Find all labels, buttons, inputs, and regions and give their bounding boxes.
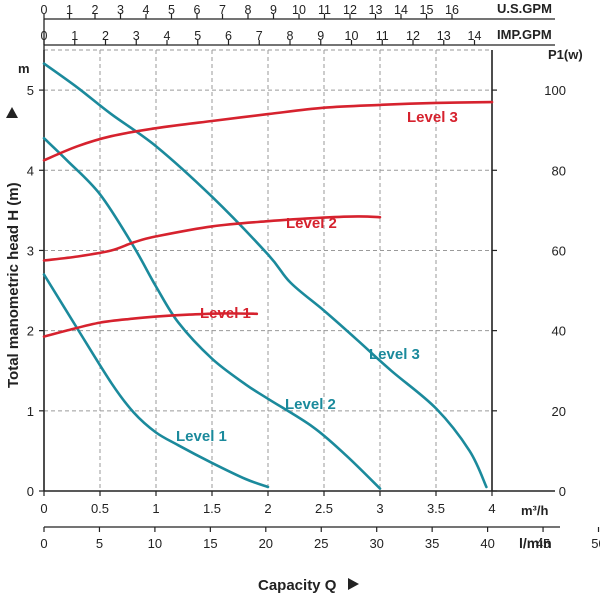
impgpm-label-7: 7 [256, 29, 263, 43]
power-axis-title: P1(w) [548, 47, 583, 62]
usgpm-label-6: 6 [194, 3, 201, 17]
m3h-label-3: 1.5 [203, 501, 221, 516]
m3h-label-1: 0.5 [91, 501, 109, 516]
impgpm-unit-label: IMP.GPM [497, 27, 552, 42]
lmin-label-3: 15 [203, 536, 217, 551]
power-label-4: 80 [552, 163, 566, 178]
head-label-level-1: Level 1 [176, 428, 227, 445]
usgpm-label-7: 7 [219, 3, 226, 17]
head-label-5: 5 [27, 83, 34, 98]
y-axis-title-arrow [6, 107, 18, 118]
usgpm-label-11: 11 [318, 3, 331, 17]
x-axis-title: Capacity Q [258, 577, 359, 594]
head-label-0: 0 [27, 484, 34, 499]
head-label-3: 3 [27, 243, 34, 258]
impgpm-label-5: 5 [194, 29, 201, 43]
power-label-0: 0 [559, 484, 566, 499]
lmin-label-2: 10 [148, 536, 162, 551]
head-label-2: 2 [27, 324, 34, 339]
power-curve-level-1 [42, 312, 259, 338]
usgpm-label-10: 10 [292, 3, 306, 17]
power-label-3: 60 [552, 243, 566, 258]
m3h-unit-label: m³/h [521, 503, 549, 518]
power-label-level-2: Level 2 [286, 215, 337, 232]
head-curve-level-1 [42, 273, 270, 489]
impgpm-label-11: 11 [376, 29, 389, 43]
m3h-label-4: 2 [264, 501, 271, 516]
impgpm-label-13: 13 [437, 29, 451, 43]
usgpm-label-3: 3 [117, 3, 124, 17]
impgpm-label-6: 6 [225, 29, 232, 43]
head-curve-level-2 [42, 136, 382, 490]
usgpm-label-15: 15 [420, 3, 434, 17]
lmin-label-8: 40 [480, 536, 494, 551]
impgpm-label-14: 14 [468, 29, 482, 43]
head-unit-label: m [18, 61, 30, 76]
head-label-4: 4 [27, 163, 34, 178]
m3h-label-2: 1 [152, 501, 159, 516]
impgpm-label-9: 9 [317, 29, 324, 43]
power-label-5: 100 [544, 83, 566, 98]
m3h-label-6: 3 [376, 501, 383, 516]
lmin-unit-label: l/min [519, 535, 552, 551]
m3h-label-8: 4 [488, 501, 495, 516]
usgpm-label-0: 0 [41, 3, 48, 17]
impgpm-label-12: 12 [406, 29, 420, 43]
head-label-level-2: Level 2 [285, 396, 336, 413]
lmin-label-7: 35 [425, 536, 439, 551]
power-label-1: 20 [552, 404, 566, 419]
usgpm-label-1: 1 [66, 3, 73, 17]
impgpm-label-4: 4 [164, 29, 171, 43]
usgpm-label-9: 9 [270, 3, 277, 17]
impgpm-label-10: 10 [345, 29, 359, 43]
lmin-label-4: 20 [259, 536, 273, 551]
lmin-label-1: 5 [96, 536, 103, 551]
power-label-2: 40 [552, 324, 566, 339]
x-axis-title-text: Capacity Q [258, 577, 337, 594]
head-label-1: 1 [27, 404, 34, 419]
series: Level 1 Level 2 Level 3 Level 1 Level 2 Level… [42, 62, 494, 490]
axes [39, 14, 600, 532]
power-curve-level-3 [42, 100, 494, 162]
lmin-label-9: 45 [536, 536, 550, 551]
impgpm-label-8: 8 [287, 29, 294, 43]
usgpm-label-12: 12 [343, 3, 357, 17]
power-curve-level-2 [42, 215, 382, 262]
lmin-label-0: 0 [40, 536, 47, 551]
impgpm-label-2: 2 [102, 29, 109, 43]
usgpm-unit-label: U.S.GPM [497, 1, 552, 16]
lmin-label-6: 30 [369, 536, 383, 551]
usgpm-label-14: 14 [394, 3, 408, 17]
impgpm-label-3: 3 [133, 29, 140, 43]
usgpm-label-16: 16 [445, 3, 459, 17]
impgpm-label-0: 0 [41, 29, 48, 43]
impgpm-label-1: 1 [71, 29, 78, 43]
usgpm-label-8: 8 [245, 3, 252, 17]
gridlines [44, 49, 492, 491]
usgpm-label-2: 2 [92, 3, 99, 17]
usgpm-label-5: 5 [168, 3, 175, 17]
power-label-level-3: Level 3 [407, 109, 458, 126]
m3h-label-7: 3.5 [427, 501, 445, 516]
lmin-label-5: 25 [314, 536, 328, 551]
y-axis-title-text: Total manometric head H (m) [5, 182, 22, 388]
lmin-label-10: 50 [591, 536, 600, 551]
head-curve-level-3 [42, 62, 488, 489]
m3h-label-5: 2.5 [315, 501, 333, 516]
power-label-level-1: Level 1 [200, 305, 251, 322]
x-axis-title-arrow [348, 578, 359, 590]
usgpm-label-4: 4 [143, 3, 150, 17]
m3h-label-0: 0 [40, 501, 47, 516]
usgpm-label-13: 13 [369, 3, 383, 17]
y-axis-title: Total manometric head H (m) [5, 107, 22, 388]
tick-labels: 0 1 2 3 4 5 6 7 8 9 10 11 12 13 14 15 160 1 2 3 4 5 6 7 8 9 10 11 12… [27, 3, 600, 551]
head-label-level-3: Level 3 [369, 346, 420, 363]
